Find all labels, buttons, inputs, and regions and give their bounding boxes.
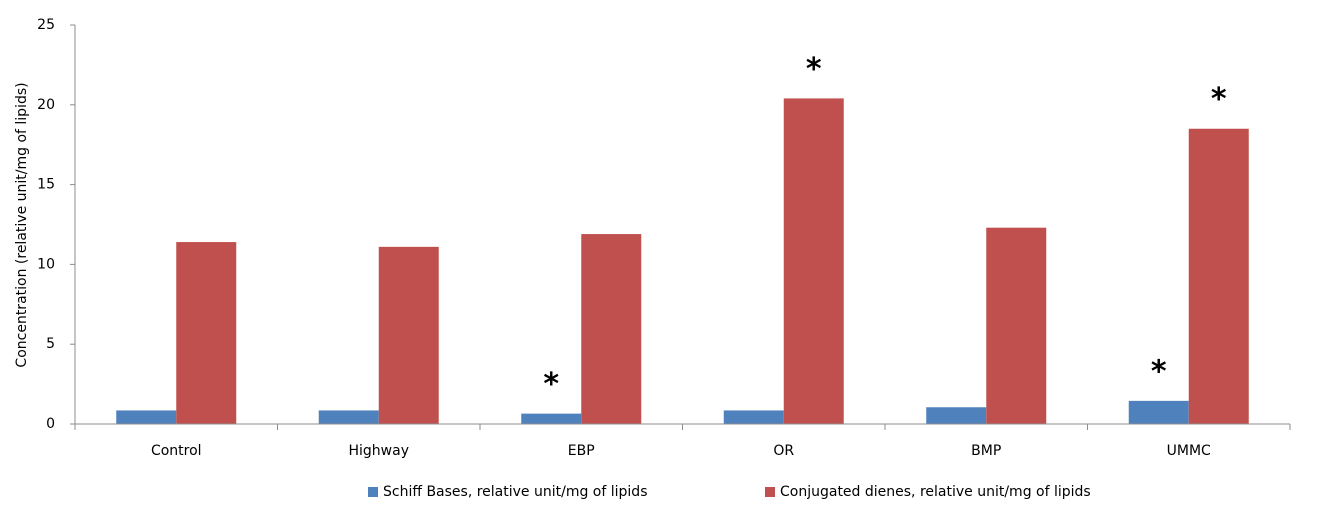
bar xyxy=(926,407,987,424)
legend-swatch xyxy=(368,487,378,497)
bar xyxy=(581,234,642,424)
significance-marker: * xyxy=(1151,354,1167,389)
bar xyxy=(176,242,237,424)
significance-marker: * xyxy=(806,52,822,87)
y-tick-label: 5 xyxy=(46,336,55,352)
y-axis-label: Concentration (relative unit/mg of lipid… xyxy=(14,82,30,367)
legend-label: Conjugated dienes, relative unit/mg of l… xyxy=(780,484,1091,500)
y-tick-label: 10 xyxy=(37,256,55,272)
x-tick-label: UMMC xyxy=(1167,443,1211,459)
y-tick-label: 20 xyxy=(37,97,55,113)
x-tick-label: OR xyxy=(773,443,794,459)
significance-marker: * xyxy=(543,367,559,402)
bar xyxy=(378,246,439,424)
bar xyxy=(116,410,177,424)
legend-label: Schiff Bases, relative unit/mg of lipids xyxy=(383,484,647,500)
x-tick-label: Highway xyxy=(349,443,410,459)
significance-marker: * xyxy=(1211,82,1227,117)
bar xyxy=(318,410,379,424)
bar xyxy=(1188,128,1249,425)
bar xyxy=(723,410,784,424)
bar xyxy=(521,413,582,424)
y-tick-label: 0 xyxy=(46,416,55,432)
y-tick-label: 15 xyxy=(37,177,55,193)
y-tick-label: 25 xyxy=(37,17,55,33)
x-tick-label: EBP xyxy=(568,443,595,459)
x-tick-label: BMP xyxy=(971,443,1001,459)
bar xyxy=(1128,400,1189,424)
x-tick-label: Control xyxy=(151,443,202,459)
legend-swatch xyxy=(765,487,775,497)
bar xyxy=(783,98,844,424)
bar xyxy=(986,227,1047,424)
